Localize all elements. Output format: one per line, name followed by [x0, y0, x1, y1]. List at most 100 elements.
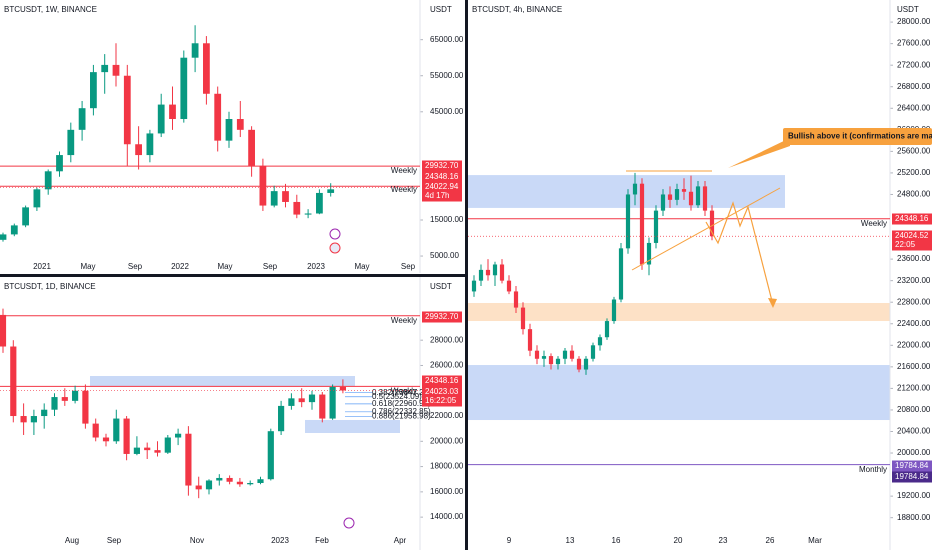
panel-title: BTCUSDT, 4h, BINANCE [472, 5, 562, 14]
price-tag [422, 160, 462, 172]
candle-body [225, 119, 233, 141]
x-tick-label: Mar [808, 536, 822, 545]
candle-body [236, 119, 244, 130]
x-tick-label: May [354, 262, 369, 271]
candle-body [267, 431, 274, 480]
candle-body [10, 225, 18, 235]
candle-body [520, 307, 526, 330]
y-tick-label: 26400.00 [897, 103, 931, 112]
candle-body [82, 390, 89, 424]
countdown: 16:22:05 [425, 396, 457, 405]
arrow-head [768, 298, 777, 308]
y-tick-label: 20000.00 [897, 448, 931, 457]
candle-body [278, 405, 285, 432]
candle-body [185, 433, 192, 486]
candle-body [555, 358, 561, 365]
candle-body [485, 269, 491, 276]
candle-body [33, 189, 41, 208]
y-tick-label: 21200.00 [897, 384, 931, 393]
x-tick-label: 9 [507, 536, 512, 545]
price-tag [422, 375, 462, 387]
countdown: 4d 17h [425, 191, 449, 200]
candle-body [205, 480, 213, 490]
x-tick-label: Apr [394, 536, 407, 545]
candle-body [604, 321, 610, 338]
candle-body [548, 356, 554, 365]
x-tick-label: May [80, 262, 95, 271]
zone [305, 419, 400, 434]
candle-body [236, 481, 243, 485]
candle-body [562, 350, 568, 359]
price-tag [892, 213, 932, 225]
event-icon [329, 228, 341, 240]
y-tick-label: 25600.00 [897, 146, 931, 155]
candle-body [569, 350, 575, 359]
price-tag-label: 19784.84 [895, 461, 929, 470]
price-tag-label: 24348.16 [895, 214, 929, 223]
candle-body [293, 201, 301, 215]
panel-separator [0, 274, 466, 277]
candle-body [175, 433, 182, 438]
candle-body [123, 418, 130, 454]
price-tag [422, 386, 462, 407]
last-price-label: 24022.94 [425, 182, 459, 191]
fib-label: 0.382(23847.28) [372, 388, 431, 397]
candle-body [101, 64, 109, 73]
candle-body [164, 437, 171, 453]
price-tag-label: 19784.84 [895, 472, 929, 481]
trendline [631, 187, 781, 271]
candle-body [22, 207, 29, 226]
x-tick-label: 2023 [307, 262, 325, 271]
x-tick-label: 13 [566, 536, 575, 545]
x-tick-label: 2022 [171, 262, 189, 271]
candle-body [681, 189, 687, 192]
candle-body [144, 447, 151, 451]
last-price-label: 24024.52 [895, 231, 929, 240]
y-tick-label: 22000.00 [430, 411, 464, 420]
candle-body [41, 409, 48, 417]
callout-pointer [728, 138, 790, 168]
candle-body [247, 483, 254, 485]
last-price-label: 24023.03 [425, 387, 459, 396]
candle-body [304, 213, 312, 215]
candle-body [154, 450, 161, 453]
candle-body [51, 397, 58, 410]
candle-body [288, 398, 295, 406]
candle-body [92, 423, 99, 438]
y-tick-label: 14000.00 [430, 512, 464, 521]
x-tick-label: 23 [719, 536, 728, 545]
candle-body [169, 104, 176, 120]
candle-body [329, 386, 336, 419]
y-tick-label: 22000.00 [897, 340, 931, 349]
y-tick-label: 20400.00 [897, 427, 931, 436]
y-tick-label: 16000.00 [430, 487, 464, 496]
candle-body [10, 346, 17, 417]
candle-body [123, 75, 131, 145]
price-tag [422, 311, 462, 323]
candle-body [646, 242, 652, 265]
candle-body [660, 194, 666, 211]
candle-body [597, 337, 603, 346]
y-tick-label: 19200.00 [897, 491, 931, 500]
y-tick-label: 55000.00 [430, 71, 464, 80]
candle-body [270, 191, 278, 206]
candle-body [61, 397, 68, 401]
candle-body [90, 72, 97, 109]
panel-separator [465, 0, 468, 550]
event-icon [343, 517, 355, 529]
level-note: Weekly [391, 185, 417, 194]
level-note: Weekly [391, 386, 417, 395]
fib-label: 0.886(21958.98) [372, 412, 431, 421]
candle-body [257, 479, 264, 484]
candle-body [590, 345, 596, 359]
candle-body [492, 264, 498, 276]
level-note: Monthly [859, 465, 887, 474]
y-tick-label: 27200.00 [897, 60, 931, 69]
candle-body [56, 155, 63, 172]
candle-body [339, 386, 346, 391]
x-tick-label: Feb [315, 536, 329, 545]
candle-body [44, 171, 52, 190]
candle-body [259, 165, 267, 206]
candle-body [298, 398, 305, 403]
panel-title: BTCUSDT, 1W, BINANCE [4, 5, 97, 14]
